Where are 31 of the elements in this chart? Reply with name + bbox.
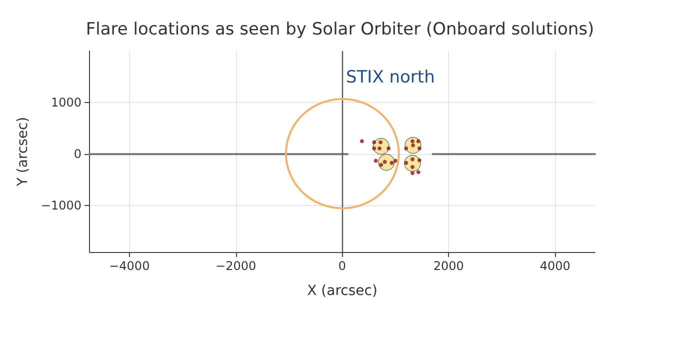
point: [404, 160, 408, 165]
point: [374, 158, 378, 163]
point: [417, 146, 422, 150]
point: [410, 157, 414, 162]
point: [410, 171, 414, 176]
point: [372, 140, 376, 144]
point: [416, 139, 420, 144]
point: [390, 160, 394, 165]
point: [378, 140, 383, 144]
point: [410, 139, 414, 144]
x-axis-title: X (arcsec): [307, 283, 378, 299]
x-tick-label: 0: [338, 259, 346, 273]
point: [417, 158, 422, 162]
x-tick-label: −4000: [109, 259, 150, 273]
point: [410, 164, 414, 169]
point: [404, 146, 408, 150]
point: [386, 146, 391, 150]
point: [360, 139, 364, 144]
annotation: STIX north: [346, 68, 435, 88]
x-tick-label: 2000: [433, 259, 464, 273]
chart-title: Flare locations as seen by Solar Orbiter (Onboard solutions): [86, 20, 594, 40]
x-tick-label: 4000: [540, 259, 570, 273]
point: [416, 170, 420, 174]
point: [393, 158, 398, 163]
x-tick-label: −2000: [216, 259, 256, 273]
y-tick-label: 1000: [50, 96, 82, 110]
y-tick-label: −1000: [40, 198, 82, 213]
point: [372, 146, 376, 150]
y-axis-title: Y (arcsec): [15, 116, 31, 188]
point: [379, 162, 384, 167]
y-tick-label: 0: [74, 147, 82, 162]
